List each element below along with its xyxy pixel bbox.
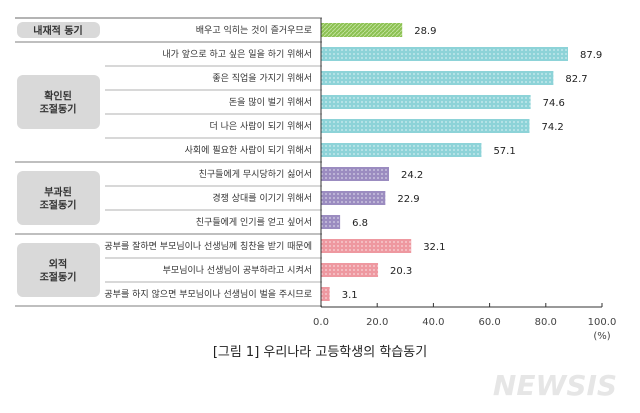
bar	[321, 191, 386, 205]
data-label: 57.1	[493, 146, 515, 157]
bar	[321, 95, 531, 109]
category-label: 배우고 익히는 것이 즐거우므로	[196, 24, 312, 36]
group-box	[17, 22, 100, 38]
group-label: 내재적 동기	[33, 24, 82, 37]
category-label: 내가 앞으로 하고 싶은 일을 하기 위해서	[162, 48, 312, 60]
category-label: 경쟁 상대를 이기기 위해서	[212, 192, 312, 204]
bar	[321, 215, 341, 229]
tick-label: 80.0	[535, 317, 557, 328]
data-label: 32.1	[423, 242, 445, 253]
data-label: 22.9	[397, 194, 419, 205]
data-label: 20.3	[390, 266, 412, 277]
bar	[321, 119, 530, 133]
watermark-logo: NEWSIS	[493, 369, 617, 402]
category-label: 좋은 직업을 가지기 위해서	[212, 73, 312, 84]
group-box	[17, 243, 100, 297]
data-label: 87.9	[580, 50, 602, 61]
tick-label: 0.0	[313, 317, 329, 328]
bar	[321, 71, 554, 85]
tick-label: 40.0	[422, 317, 444, 328]
category-label: 부모님이나 선생님이 공부하라고 시켜서	[163, 265, 312, 276]
category-label: 더 나은 사람이 되기 위해서	[209, 120, 312, 132]
category-label: 친구들에게 인기를 얻고 싶어서	[196, 216, 312, 228]
category-label: 사회에 필요한 사람이 되기 위해서	[185, 144, 312, 156]
group-box	[17, 171, 100, 225]
unit-label: (%)	[593, 331, 610, 342]
data-label: 3.1	[342, 290, 358, 301]
bar	[321, 47, 568, 61]
data-label: 6.8	[352, 218, 368, 229]
data-label: 28.9	[414, 26, 436, 37]
category-label: 공부를 하지 않으면 부모님이나 선생님이 벌을 주시므로	[104, 289, 312, 300]
bar	[321, 287, 330, 301]
bar	[321, 23, 403, 37]
tick-label: 100.0	[588, 317, 617, 328]
tick-label: 20.0	[366, 317, 388, 328]
data-label: 74.2	[542, 122, 564, 133]
group-box	[17, 75, 100, 129]
data-label: 24.2	[401, 170, 423, 181]
bar	[321, 239, 412, 253]
bar	[321, 143, 482, 157]
category-label: 공부를 잘하면 부모님이나 선생님께 칭찬을 받기 때문에	[104, 240, 312, 252]
category-label: 돈을 많이 벌기 위해서	[229, 97, 312, 108]
tick-label: 60.0	[478, 317, 500, 328]
caption: [그림 1] 우리나라 고등학생의 학습동기	[213, 345, 427, 360]
bar	[321, 167, 390, 181]
group-label: 외적 조절동기	[40, 258, 77, 284]
group-label: 확인된 조절동기	[40, 90, 77, 116]
data-label: 82.7	[565, 74, 587, 85]
bar	[321, 263, 379, 277]
data-label: 74.6	[543, 98, 565, 109]
category-label: 친구들에게 무시당하기 싫어서	[199, 169, 312, 180]
group-label: 부과된 조절동기	[40, 186, 77, 212]
